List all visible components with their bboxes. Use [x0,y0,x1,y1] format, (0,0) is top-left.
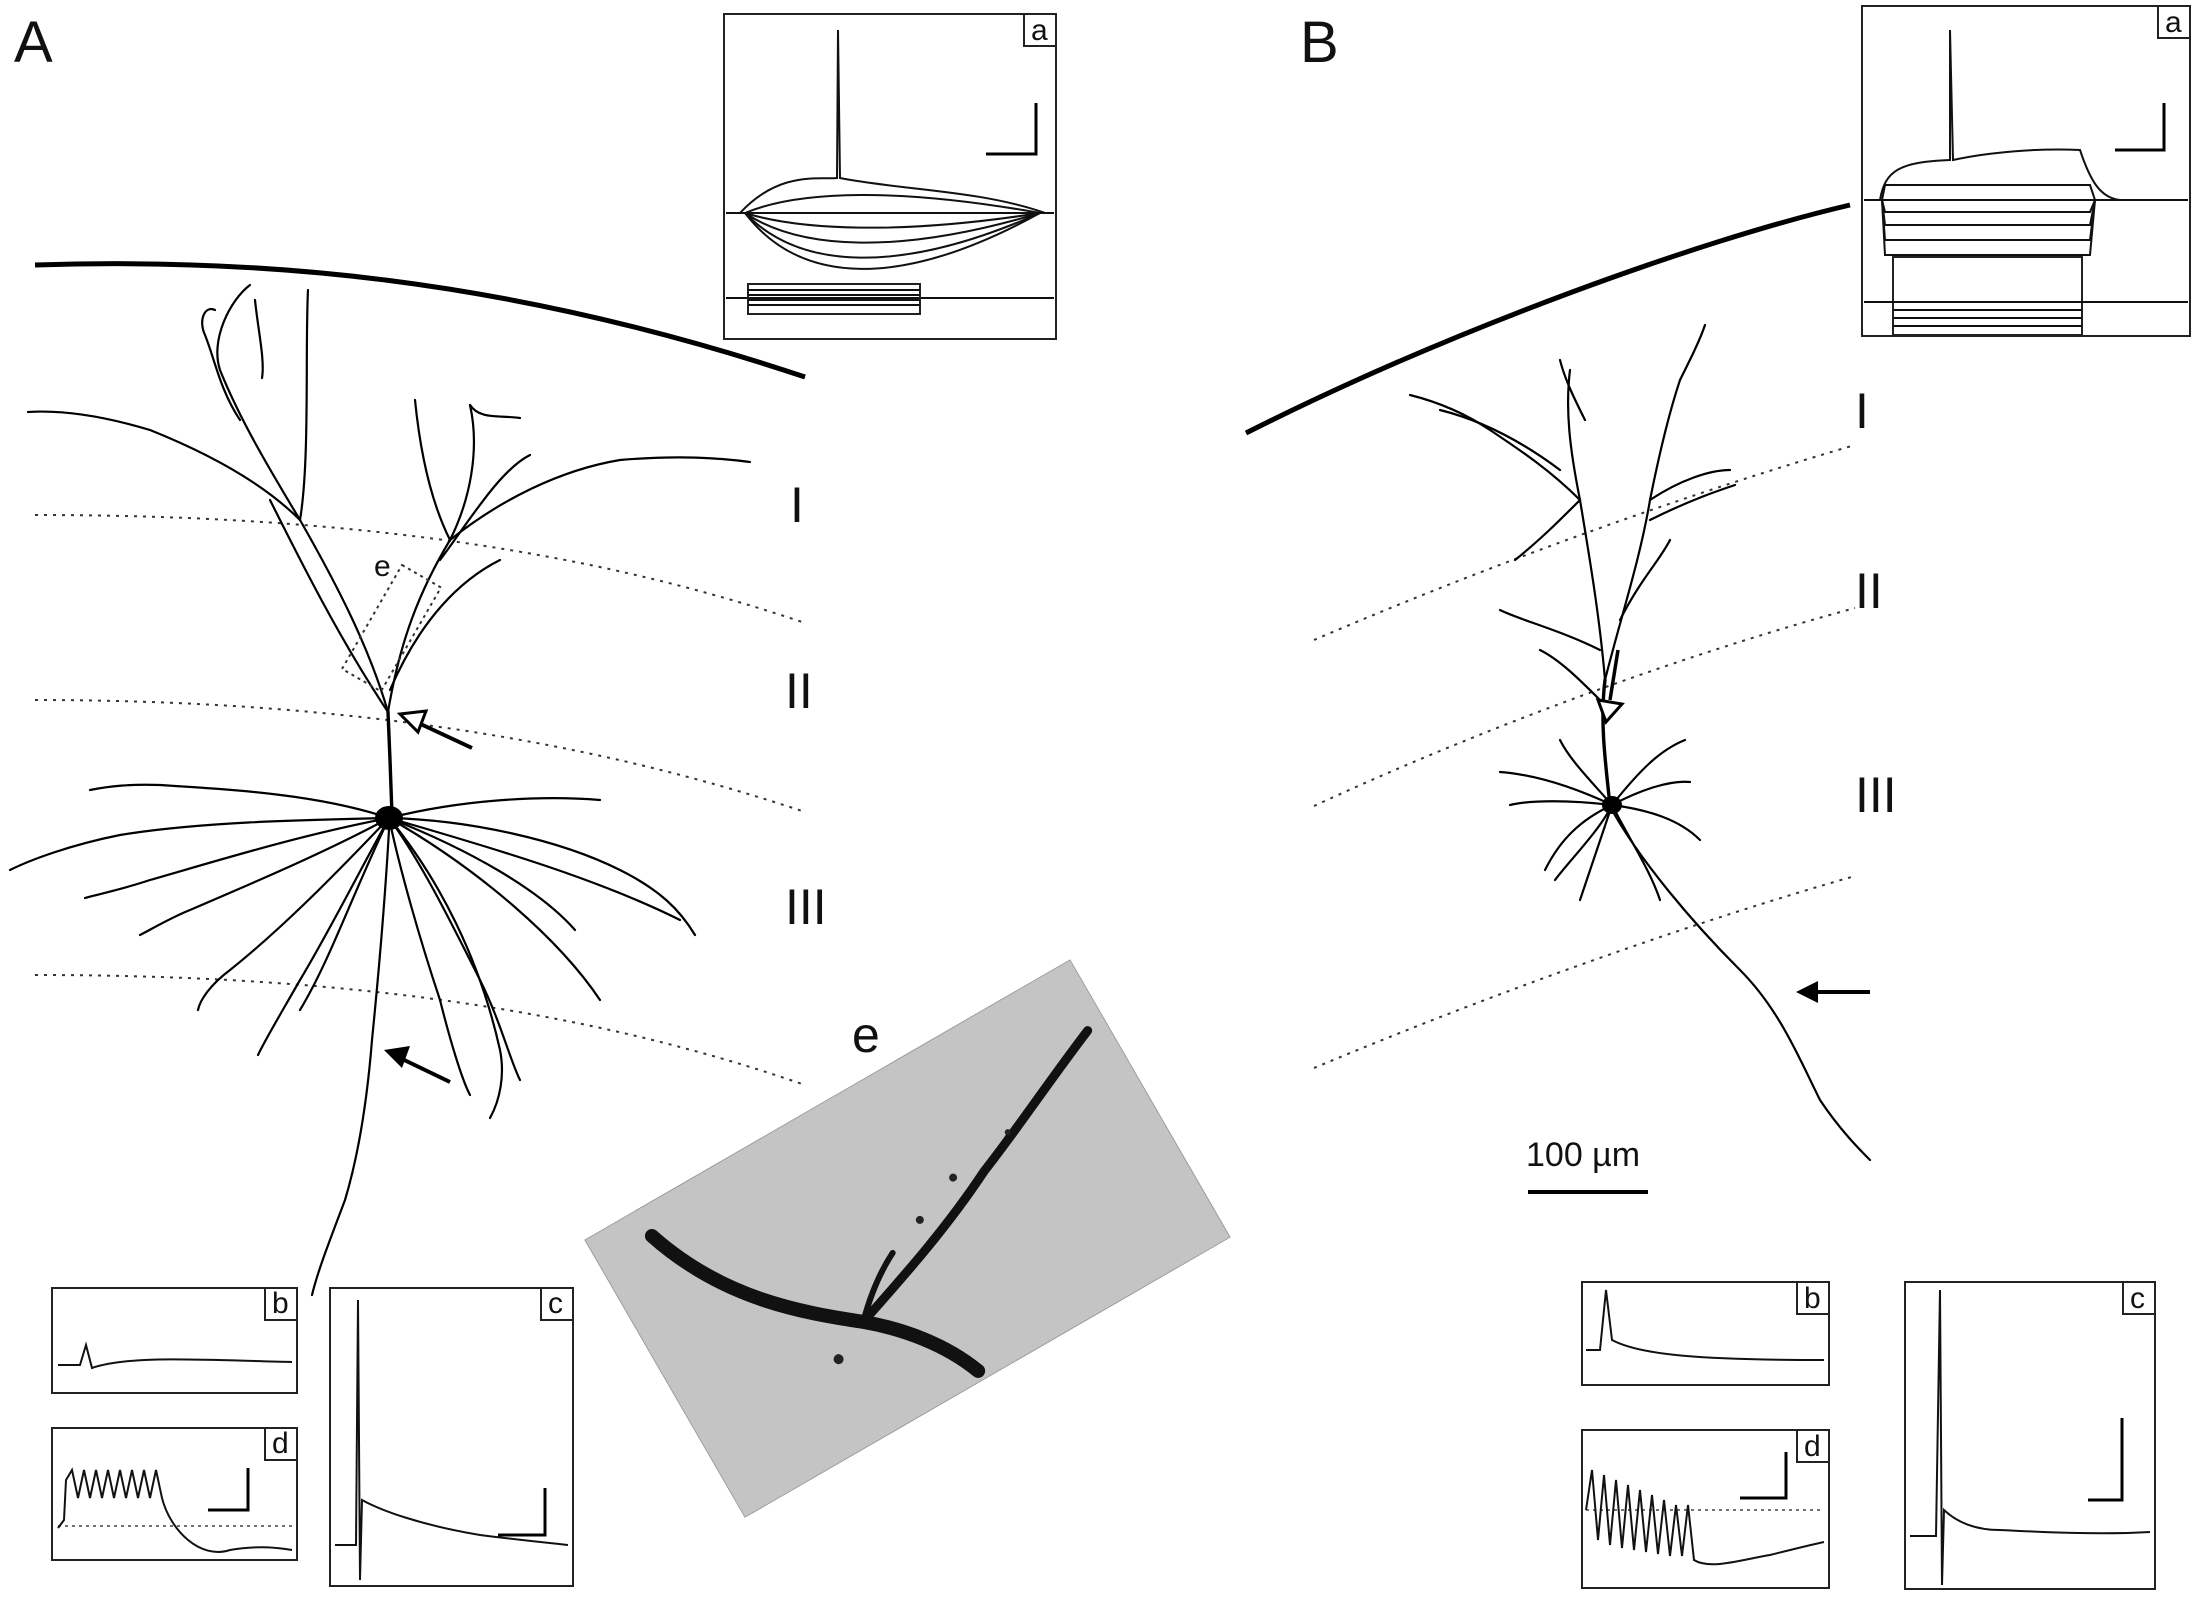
layer-boundary-b-2 [1313,607,1856,807]
photo-e-dendrite [644,1228,986,1378]
layer-boundary-b-1 [1313,444,1856,641]
inset-a-d-label: d [272,1427,289,1460]
panel-a: A I II III [8,10,1057,1587]
neuron-a-tracing [8,283,752,1297]
inset-b-a: a [1861,5,2191,337]
layer-label-b-2: II [1855,563,1883,619]
panel-b-letter: B [1300,10,1339,75]
dendrite-arrow-a [396,709,473,750]
scale-bar-label: 100 µm [1526,1136,1640,1174]
layer-label-b-3: III [1855,767,1897,823]
scale-bar-a-a [986,103,1038,156]
layer-boundary-b-3 [1313,875,1856,1069]
scale-bar-b-a [2115,103,2166,152]
inset-a-b-label: b [272,1287,289,1320]
inset-a-d: d [51,1427,298,1561]
layer-label-a-1: I [790,477,804,533]
dendrite-arrow-b [1595,649,1625,725]
roi-label-e: e [374,550,391,583]
layer-label-b-1: I [1855,383,1869,439]
inset-b-c: c [1904,1281,2156,1590]
inset-a-b: b [51,1287,298,1394]
inset-a-c-label: c [548,1287,563,1320]
inset-b-b-label: b [1804,1282,1821,1315]
scale-bar-100um: 100 µm [1526,1136,1648,1194]
layer-label-a-2: II [785,663,813,719]
pia-surface-a [34,261,806,380]
scale-bar-a-d [208,1468,250,1512]
axon-arrow-a [384,1046,451,1084]
inset-b-b: b [1581,1281,1830,1386]
panel-b: B I II III [1244,5,2191,1590]
pia-surface-b [1244,202,1851,436]
inset-a-a: a [723,13,1057,340]
inset-a-a-label: a [1031,14,1048,47]
inset-b-c-label: c [2130,1282,2145,1315]
scale-bar-b-d [1740,1452,1788,1500]
photo-e-label: e [852,1007,880,1063]
inset-b-d-label: d [1804,1430,1821,1463]
layer-boundary-a-1 [34,514,806,624]
roi-box-e [340,563,443,693]
inset-a-c: c [329,1287,574,1587]
axon-arrow-b [1796,981,1870,1003]
inset-b-d: d [1581,1429,1830,1589]
neuron-b-tracing [1408,323,1872,1162]
scale-bar-a-c [498,1488,547,1537]
panel-a-letter: A [14,10,53,75]
scale-bar-b-c [2088,1418,2124,1502]
photo-e: e [584,959,1231,1518]
layer-label-a-3: III [785,879,827,935]
inset-b-a-label: a [2165,6,2182,39]
